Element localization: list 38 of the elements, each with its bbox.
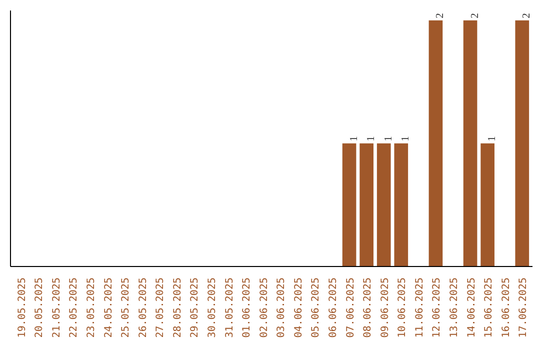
x-tick-label: 05.06.2025 xyxy=(310,277,322,338)
x-tick-label: 06.06.2025 xyxy=(328,277,339,338)
x-tick-label: 30.05.2025 xyxy=(207,277,218,338)
x-tick-label: 31.05.2025 xyxy=(224,277,236,338)
x-tick-label: 04.06.2025 xyxy=(293,277,304,338)
data-label: 1 xyxy=(366,136,378,142)
data-label: 1 xyxy=(348,136,360,142)
data-label: 2 xyxy=(435,13,446,18)
x-tick-label: 19.05.2025 xyxy=(16,277,28,338)
x-tick-label: 27.05.2025 xyxy=(155,277,166,338)
data-label: 1 xyxy=(400,136,412,142)
x-tick-label: 08.06.2025 xyxy=(362,277,374,338)
x-tick-label: 28.05.2025 xyxy=(172,277,184,338)
x-tick-label: 02.06.2025 xyxy=(258,277,270,338)
x-tick-label: 09.06.2025 xyxy=(380,277,391,338)
x-tick-label: 26.05.2025 xyxy=(138,277,149,338)
data-label: 1 xyxy=(487,136,498,142)
x-tick-label: 13.06.2025 xyxy=(448,277,460,338)
data-label: 1 xyxy=(383,136,394,142)
x-tick-label: 16.06.2025 xyxy=(500,277,512,338)
x-tick-label: 12.06.2025 xyxy=(432,277,443,338)
x-tick-label: 11.06.2025 xyxy=(414,277,426,338)
x-tick-label: 15.06.2025 xyxy=(484,277,495,338)
x-tick-label: 10.06.2025 xyxy=(397,277,408,338)
x-tick-label: 25.05.2025 xyxy=(120,277,132,338)
data-label: 2 xyxy=(522,13,533,18)
x-tick-label: 23.05.2025 xyxy=(86,277,98,338)
x-tick-label: 21.05.2025 xyxy=(51,277,62,338)
x-tick-label: 01.06.2025 xyxy=(242,277,253,338)
x-tick-label: 24.05.2025 xyxy=(103,277,114,338)
x-tick-label: 20.05.2025 xyxy=(34,277,46,338)
x-tick-label: 22.05.2025 xyxy=(68,277,80,338)
x-tick-label: 07.06.2025 xyxy=(345,277,356,338)
x-tick-label: 03.06.2025 xyxy=(276,277,288,338)
data-label: 2 xyxy=(470,13,481,18)
x-tick-label: 14.06.2025 xyxy=(466,277,478,338)
x-tick-label: 17.06.2025 xyxy=(518,277,530,338)
x-tick-label: 29.05.2025 xyxy=(190,277,201,338)
